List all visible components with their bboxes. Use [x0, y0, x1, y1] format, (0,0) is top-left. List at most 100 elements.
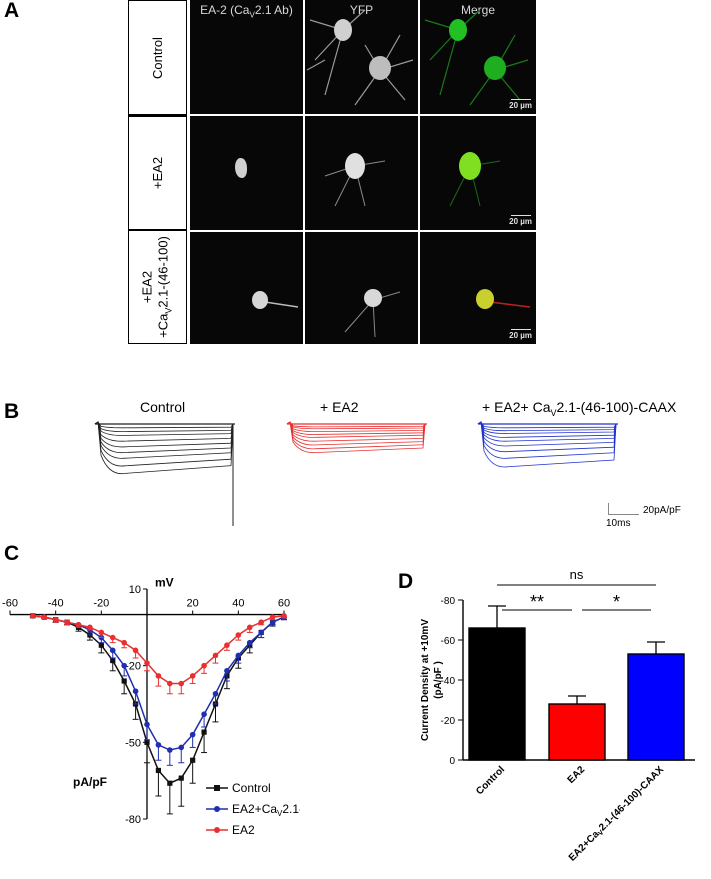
trace-0-1 [94, 421, 234, 433]
data-point [132, 647, 139, 654]
trace-2-6 [477, 421, 617, 453]
data-point [212, 690, 219, 697]
y-tick-label: -80 [125, 814, 141, 826]
data-point [110, 657, 116, 664]
data-point [121, 678, 127, 684]
current-traces [94, 421, 618, 526]
trace-2-8 [477, 421, 617, 468]
trace-0-7 [94, 421, 234, 467]
data-point [144, 721, 150, 728]
x-tick-label: 60 [278, 598, 290, 610]
data-point [189, 673, 196, 679]
trace-label-control: Control [140, 399, 186, 415]
x-tick-label: -40 [48, 598, 64, 610]
data-point [121, 639, 127, 646]
legend-label: EA2+CaV2.1-(46-100)-CAAX [232, 802, 300, 818]
data-point [87, 624, 93, 631]
y-tick-label: 10 [129, 584, 141, 596]
trace-1-5 [286, 421, 426, 442]
trace-label-rescue: + EA2+ CaV2.1-(46-100)-CAAX [482, 399, 677, 418]
data-point [167, 680, 173, 687]
column-header-merge: Merge [460, 3, 495, 17]
y-tick-label: -40 [441, 676, 456, 687]
bar-2 [627, 653, 685, 761]
micrograph-control-merge: Merge 20 µm [420, 0, 536, 114]
micrograph-control-yfp: YFP [305, 0, 418, 114]
trace-1-4 [286, 421, 426, 438]
data-point [246, 624, 253, 631]
data-point [190, 757, 196, 763]
legend-marker [214, 827, 220, 833]
scale-bar-x-label: 10ms [606, 518, 631, 529]
column-header-ea2: EA-2 (CaV2.1 Ab) [200, 3, 293, 20]
y-tick-label: -60 [441, 636, 456, 647]
trace-0-0 [94, 421, 234, 429]
micrograph-rescue-merge: 20 µm [420, 232, 536, 344]
data-point [178, 680, 185, 687]
neuron-image [306, 9, 414, 106]
legend-label: EA2 [232, 823, 255, 837]
data-point [281, 613, 287, 619]
data-point [155, 767, 162, 774]
scale-bar-traces [608, 503, 639, 515]
significance-label: * [613, 592, 620, 612]
trace-0-5 [94, 421, 234, 454]
y-tick-label: -80 [441, 596, 456, 607]
column-header-yfp: YFP [349, 3, 374, 17]
legend-marker [214, 785, 220, 791]
data-point [201, 729, 207, 735]
scale-bar-y-label: 20pA/pF [643, 505, 681, 516]
micrograph-control-ea2: EA-2 (CaV2.1 Ab) [190, 0, 303, 114]
data-point [258, 629, 264, 636]
micrograph-rescue-ea2 [190, 232, 303, 344]
data-point [98, 629, 105, 636]
y-axis-label-units: (pA/pF ) [433, 661, 444, 699]
data-point [269, 614, 276, 620]
trace-0-2 [94, 421, 234, 436]
neuron-image-merge [424, 9, 529, 106]
trace-1-6 [286, 421, 426, 446]
panel-label-d: D [398, 570, 414, 593]
scale-bar: 20 µm [509, 329, 532, 340]
y-tick-label: -20 [441, 716, 456, 727]
trace-2-2 [477, 421, 617, 434]
row-label-ea2: +EA2 [128, 115, 187, 230]
x-tick-label: -60 [2, 598, 18, 610]
data-point [109, 647, 116, 654]
category-label: Control [474, 764, 507, 797]
data-point [224, 642, 230, 649]
data-point [269, 619, 276, 626]
data-point [30, 613, 36, 619]
data-point [109, 634, 116, 641]
data-point [258, 619, 264, 626]
x-axis-label: mV [155, 576, 174, 590]
trace-2-7 [477, 421, 617, 459]
panel-label-a: A [4, 0, 20, 22]
row-label-control: Control [128, 0, 187, 115]
y-tick-label: 0 [449, 756, 455, 767]
trace-0-4 [94, 421, 234, 448]
trace-1-8 [286, 421, 426, 454]
trace-0-8 [94, 421, 234, 475]
micrograph-rescue-yfp [305, 232, 418, 344]
data-point [235, 632, 242, 638]
category-label: EA2 [566, 764, 588, 786]
data-point [155, 742, 162, 748]
panel-label-b: B [4, 400, 20, 423]
bar-0 [468, 627, 526, 761]
data-point [167, 780, 173, 786]
iv-curve-chart: -60 -40 -20 20 40 60 10 -20 -50 -80 mV pA/pF Control… [2, 576, 300, 837]
data-point [246, 639, 253, 646]
y-axis-label: pA/pF [73, 775, 107, 789]
category-label: EA2+CaV2.1-(46-100)-CAAX [567, 764, 667, 864]
micrograph-ea2-ea2 [190, 116, 303, 230]
trace-2-4 [477, 421, 617, 442]
x-tick-label: -20 [93, 598, 109, 610]
legend-label: Control [232, 781, 271, 795]
data-point [144, 660, 150, 666]
trace-1-3 [286, 421, 426, 435]
significance-label: ** [530, 592, 544, 612]
data-point [121, 662, 127, 669]
trace-0-3 [94, 421, 234, 442]
bar-1 [548, 703, 606, 761]
